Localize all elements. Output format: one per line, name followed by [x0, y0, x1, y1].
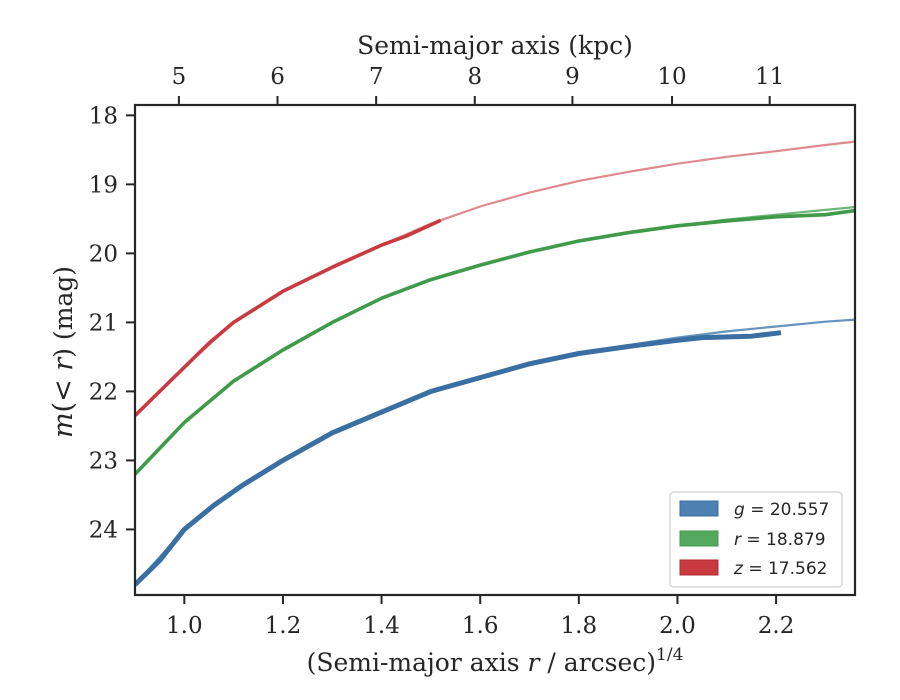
- measured-band-g: [135, 330, 782, 587]
- y-axis-title-post: ) (mag): [49, 266, 78, 358]
- x-axis-title-var: r: [528, 648, 542, 677]
- y-tick-label: 23: [89, 448, 118, 474]
- x-tick-label: 1.0: [166, 613, 203, 639]
- legend-label-r: r = 18.879: [734, 530, 826, 550]
- plot-frame: [133, 103, 857, 597]
- y-axis-title-r: r: [48, 356, 79, 371]
- x-tick-label: 1.2: [265, 613, 302, 639]
- y-tick-label: 24: [89, 517, 118, 543]
- legend-var-z: z: [733, 559, 744, 579]
- x-tick-label: 1.4: [363, 613, 400, 639]
- legend-swatch-g: [679, 500, 719, 517]
- measured-band-r: [135, 208, 855, 476]
- y-axis-title-m: m: [48, 412, 79, 438]
- top-x-tick-label: 7: [369, 64, 384, 90]
- top-x-tick-label: 10: [657, 64, 686, 90]
- model-line-r: [135, 206, 855, 475]
- legend-label-g: g = 20.557: [734, 500, 829, 520]
- axes: 1.0 1.2 1.4 1.6 1.8 2.0 2.2 5 6 7 8 9 10 11 18 19 20 21 22…: [89, 64, 795, 639]
- x-tick-label: 1.8: [561, 613, 598, 639]
- legend-label-z: z = 17.562: [733, 559, 827, 579]
- x-tick-label: 2.2: [758, 613, 795, 639]
- y-tick-label: 21: [89, 310, 118, 336]
- legend-var-g: g: [734, 500, 745, 520]
- legend-var-r: r: [734, 530, 742, 550]
- legend: g = 20.557 r = 18.879 z = 17.562: [669, 491, 843, 588]
- top-x-tick-label: 8: [467, 64, 482, 90]
- x-tick-label: 1.6: [462, 613, 499, 639]
- y-tick-label: 19: [89, 172, 118, 198]
- legend-value-r: = 18.879: [741, 530, 826, 550]
- top-x-tick-label: 9: [565, 64, 580, 90]
- x-axis-title-text: (Semi-major axis: [307, 648, 528, 677]
- y-tick-label: 22: [89, 379, 118, 405]
- top-x-tick-label: 6: [270, 64, 285, 90]
- x-axis-title: (Semi-major axis r / arcsec)1/4: [307, 645, 684, 677]
- legend-swatch-r: [679, 530, 719, 547]
- y-tick-label: 18: [89, 103, 118, 129]
- legend-swatch-z: [679, 559, 719, 576]
- legend-value-z: = 17.562: [743, 559, 828, 579]
- measured-band-z: [135, 218, 442, 417]
- y-axis-title-mid: (<: [48, 371, 79, 413]
- top-x-tick-label: 5: [172, 64, 187, 90]
- x-tick-label: 2.0: [659, 613, 696, 639]
- top-x-axis-title: Semi-major axis (kpc): [357, 31, 633, 60]
- legend-value-g: = 20.557: [745, 500, 830, 520]
- x-axis-title-tail: / arcsec): [539, 648, 656, 677]
- x-axis-title-exponent: 1/4: [656, 645, 683, 665]
- top-x-tick-label: 11: [755, 64, 784, 90]
- y-axis-title: m(< r) (mag): [48, 266, 79, 438]
- y-tick-label: 20: [89, 241, 118, 267]
- plot-area: [135, 140, 855, 587]
